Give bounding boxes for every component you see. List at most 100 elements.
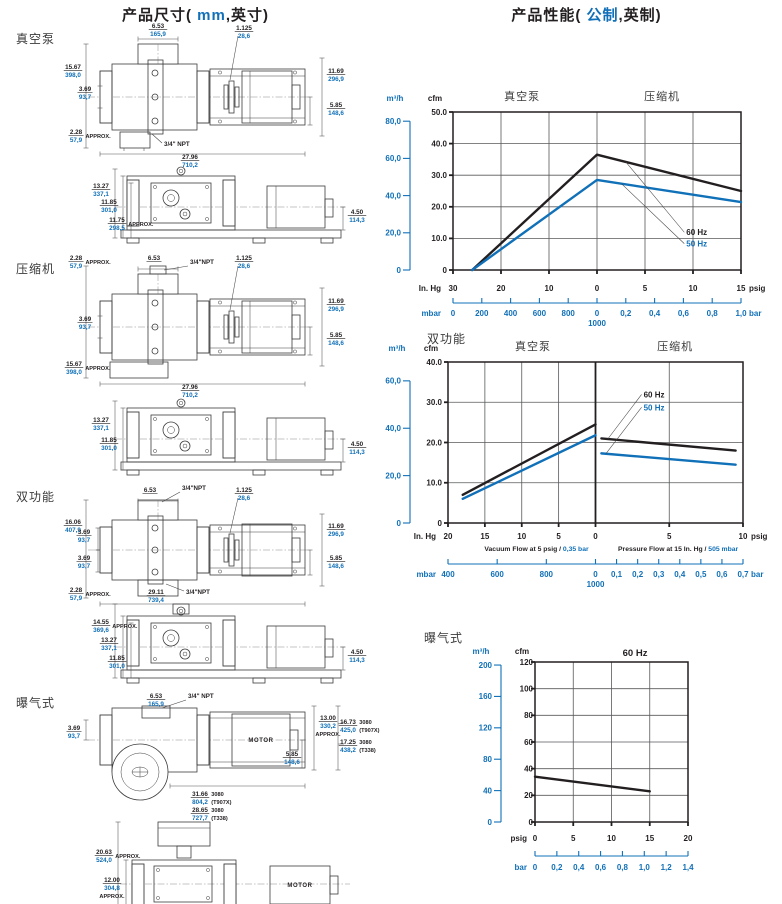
dim-coupling-mm: 28,6 [238, 263, 251, 270]
dim-port-offset-mm: 93,7 [79, 324, 92, 331]
dim-coupling-inch: 1.125 [236, 25, 252, 32]
dim-length-t338-mm: 727,7 [192, 815, 208, 822]
m3h-tick-label: 80,0 [385, 117, 401, 126]
y-axis-tick-label: 0 [529, 818, 534, 827]
secondary-tick-label: 0 [533, 863, 538, 872]
dim-coupling-inch: 1.125 [236, 255, 252, 262]
bolt [151, 524, 159, 532]
callout-label-60-hz: 60 Hz [644, 390, 665, 399]
rect [126, 469, 140, 476]
dim-port-offset-a-inch: 3.69 [78, 529, 91, 536]
bolt [151, 69, 159, 77]
rect [222, 411, 236, 459]
y-axis-tick-label: 30.0 [426, 398, 442, 407]
frame-bolt [293, 119, 297, 124]
performance-charts: 0 10.0 20.0 30.0 40.0 50.0 cfm 80,0 60,0 40,0 20,0… [385, 89, 768, 872]
rect [126, 179, 140, 227]
y-axis-tick-label: 40 [524, 764, 533, 773]
dim-port-offset-inch: 3.69 [79, 86, 92, 93]
rect [291, 537, 301, 563]
dim-shaft-height-mm: 148,6 [328, 340, 344, 347]
dim-overall-length-inch: 27.96 [182, 384, 198, 391]
frame-bolt [218, 569, 222, 574]
callout-leader [607, 394, 642, 440]
secondary-axis-suffix: bar [751, 570, 763, 579]
x-axis-tick-label: 0 [593, 532, 598, 541]
dim-length-t907x-mm: 804,2 [192, 799, 208, 806]
dim-base-offset-inch: 2.28 [70, 587, 83, 594]
rect [126, 677, 140, 684]
dim-overall-length-inch: 27.96 [182, 154, 198, 161]
plate-bolt [205, 657, 209, 661]
dim-motor-height-mm: 296,9 [328, 531, 344, 538]
rect [228, 80, 235, 114]
dim-motor-height-mm: 296,9 [328, 306, 344, 313]
dim-h2-approx: APPROX. [99, 894, 125, 900]
rect [234, 316, 240, 338]
npt-bottom-leader [165, 583, 185, 592]
secondary-tick-label: 800 [562, 309, 576, 318]
plate-bolt [153, 657, 157, 661]
rect [137, 579, 179, 597]
x-axis-tick-label: 0 [533, 834, 538, 843]
npt-port-label: 3/4" NPT [164, 141, 190, 148]
rect [223, 863, 237, 904]
dim-height-t338-variant: (T338) [359, 748, 376, 754]
rect [209, 524, 306, 576]
chart-section-label-aeration: 曝气式 [424, 631, 464, 645]
secondary-axis-prefix: mbar [421, 309, 441, 318]
dim-length-t907x-note: 3080 [211, 792, 223, 798]
chart-vacuum-pump-and-compressor-performance: 0 10.0 20.0 30.0 40.0 50.0 cfm 80,0 60,0 40,0 20,0… [385, 89, 765, 328]
x-axis-suffix: psig [751, 532, 768, 541]
gauge [162, 629, 180, 647]
dim-port-offset-mm: 93,7 [79, 94, 92, 101]
m3h-tick-label: 40,0 [385, 424, 401, 433]
secondary-tick-label: 0 [593, 570, 598, 579]
zone-label: 60 Hz [623, 648, 648, 659]
rect [223, 863, 237, 904]
x-axis-tick-label: 15 [645, 834, 654, 843]
dim-base-offset-approx: APPROX. [86, 260, 112, 266]
m3h-tick-label: 20,0 [385, 229, 401, 238]
x-axis-prefix: In. Hg [414, 532, 436, 541]
x-axis-suffix: psig [749, 284, 766, 293]
rect [131, 863, 145, 904]
callout-label-50-hz: 50 Hz [644, 403, 665, 412]
dim-motor-height-mm: 296,9 [328, 76, 344, 83]
dim-base-offset-approx: APPROX. [86, 134, 112, 140]
rect [223, 314, 229, 340]
secondary-tick-label: 0,2 [551, 863, 563, 872]
circle [167, 194, 175, 202]
small-gauge [179, 648, 191, 660]
frame-bolt [218, 119, 222, 124]
y-axis-tick-label: 30.0 [431, 171, 447, 180]
frame-bolt [218, 526, 222, 531]
rect [172, 603, 190, 615]
zone-label: 压缩机 [644, 89, 680, 103]
rect [209, 68, 306, 126]
rect [291, 84, 301, 110]
dim-h2-mm: 301,0 [101, 445, 117, 452]
gauge [162, 189, 180, 207]
m3h-tick-label: 200 [479, 661, 493, 670]
m3h-tick-label: 60,0 [385, 154, 401, 163]
zone-label: 真空泵 [504, 89, 540, 103]
rect [234, 539, 240, 561]
dim-h2-inch: 11.85 [101, 199, 117, 206]
y-axis-tick-label: 100 [520, 684, 534, 693]
rect [119, 131, 151, 149]
dim-motor-height-inch: 11.69 [328, 523, 344, 530]
bolt [151, 347, 159, 355]
section-label-vacuum-pump: 真空泵 [16, 32, 56, 46]
secondary-tick-label: 1,4 [682, 863, 694, 872]
rect [120, 229, 342, 239]
dim-h3-mm: 298,5 [109, 225, 125, 232]
dim-port-offset-inch: 3.69 [68, 725, 81, 732]
rect [196, 300, 210, 354]
dim-height-t338-inch: 17.25 [340, 739, 356, 746]
dim-h2-mm: 304,8 [104, 885, 120, 892]
dimension-drawings: 6.53165,91.12528,615.67398,03.6993,711.6… [63, 23, 380, 904]
dim-height-t338-note: 3080 [359, 740, 371, 746]
